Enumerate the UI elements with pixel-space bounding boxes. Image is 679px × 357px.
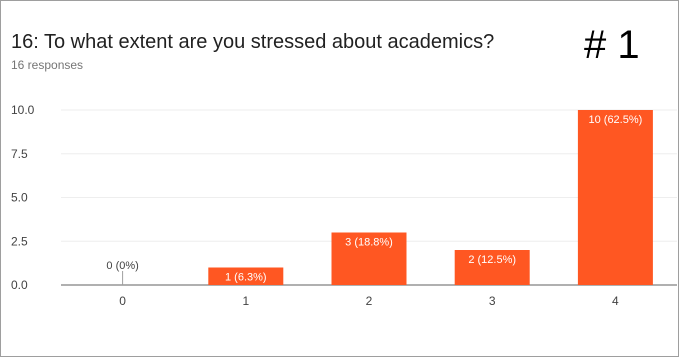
data-label: 1 (6.3%) — [225, 272, 267, 284]
data-label: 10 (62.5%) — [588, 114, 642, 126]
y-tick-label: 0.0 — [11, 278, 28, 292]
bar — [578, 110, 653, 285]
y-tick-label: 7.5 — [11, 147, 28, 161]
data-label: 3 (18.8%) — [345, 237, 393, 249]
x-tick-label: 1 — [242, 294, 249, 308]
x-tick-label: 0 — [119, 294, 126, 308]
y-tick-label: 2.5 — [11, 234, 28, 248]
y-tick-label: 10.0 — [11, 103, 35, 117]
x-tick-label: 4 — [612, 294, 619, 308]
data-label: 2 (12.5%) — [468, 254, 516, 266]
y-tick-label: 5.0 — [11, 191, 28, 205]
x-tick-label: 3 — [489, 294, 496, 308]
x-tick-label: 2 — [366, 294, 373, 308]
data-label: 0 (0%) — [106, 260, 138, 272]
